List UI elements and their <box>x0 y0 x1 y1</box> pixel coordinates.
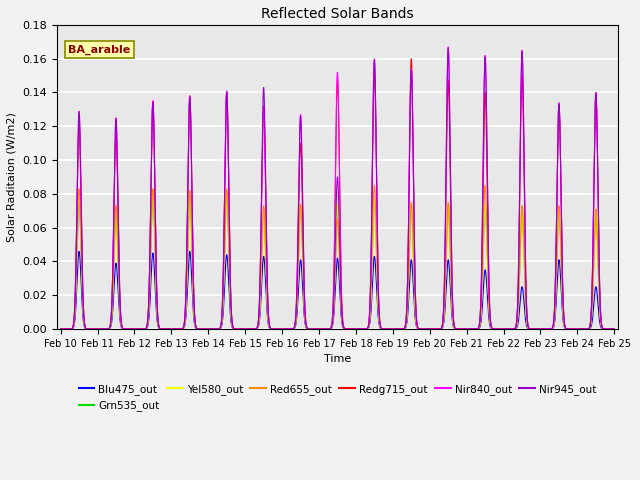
Blu475_out <box>500 326 508 332</box>
Grn535_out <box>157 326 164 332</box>
Red655_out <box>316 326 323 332</box>
Nir840_out <box>462 326 470 332</box>
Line: Grn535_out: Grn535_out <box>61 194 614 329</box>
Redg715_out <box>462 326 470 332</box>
Grn535_out <box>611 326 618 332</box>
Nir945_out <box>57 326 65 332</box>
Redg715_out <box>431 326 439 332</box>
Nir840_out <box>611 326 618 332</box>
Yel580_out <box>317 326 324 332</box>
Blu475_out <box>610 326 618 332</box>
Blu475_out <box>317 326 324 332</box>
Nir945_out <box>493 326 501 332</box>
Line: Red655_out: Red655_out <box>61 185 614 329</box>
Yel580_out <box>156 326 164 332</box>
Red655_out <box>462 326 470 332</box>
Line: Nir945_out: Nir945_out <box>61 48 614 329</box>
Redg715_out <box>278 326 286 332</box>
Redg715_out <box>156 326 164 332</box>
X-axis label: Time: Time <box>324 354 351 364</box>
Grn535_out <box>57 326 65 332</box>
Blu475_out <box>75 249 83 254</box>
Text: BA_arable: BA_arable <box>68 44 131 55</box>
Red655_out <box>431 326 439 332</box>
Grn535_out <box>149 191 157 197</box>
Line: Yel580_out: Yel580_out <box>61 191 614 329</box>
Line: Blu475_out: Blu475_out <box>61 252 614 329</box>
Blu475_out <box>431 326 439 332</box>
Nir945_out <box>431 326 439 332</box>
Yel580_out <box>493 326 501 332</box>
Nir945_out <box>611 326 618 332</box>
Red655_out <box>156 326 164 332</box>
Nir840_out <box>57 326 65 332</box>
Grn535_out <box>493 326 501 332</box>
Red655_out <box>57 326 65 332</box>
Redg715_out <box>610 326 618 332</box>
Nir945_out <box>156 326 164 332</box>
Yel580_out <box>461 326 469 332</box>
Grn535_out <box>431 326 439 332</box>
Blu475_out <box>461 326 469 332</box>
Nir945_out <box>316 326 323 332</box>
Red655_out <box>493 326 501 332</box>
Legend: Blu475_out, Grn535_out, Yel580_out, Red655_out, Redg715_out, Nir840_out, Nir945_: Blu475_out, Grn535_out, Yel580_out, Red6… <box>74 380 600 415</box>
Nir840_out <box>317 326 324 332</box>
Red655_out <box>611 326 618 332</box>
Red655_out <box>317 326 324 332</box>
Yel580_out <box>611 326 618 332</box>
Nir840_out <box>610 326 618 332</box>
Red655_out <box>371 182 378 188</box>
Nir945_out <box>462 326 470 332</box>
Nir840_out <box>156 326 164 332</box>
Yel580_out <box>610 326 618 332</box>
Title: Reflected Solar Bands: Reflected Solar Bands <box>261 7 414 21</box>
Blu475_out <box>57 326 65 332</box>
Redg715_out <box>57 326 65 332</box>
Nir840_out <box>431 326 439 332</box>
Nir840_out <box>93 326 101 332</box>
Nir840_out <box>444 44 452 50</box>
Line: Redg715_out: Redg715_out <box>61 59 614 329</box>
Grn535_out <box>317 326 325 332</box>
Line: Nir840_out: Nir840_out <box>61 47 614 329</box>
Redg715_out <box>493 326 501 332</box>
Blu475_out <box>156 326 164 332</box>
Yel580_out <box>75 188 83 193</box>
Nir945_out <box>317 326 324 332</box>
Grn535_out <box>610 326 618 332</box>
Nir945_out <box>444 46 452 51</box>
Yel580_out <box>573 326 581 332</box>
Blu475_out <box>493 326 501 332</box>
Yel580_out <box>431 326 439 332</box>
Grn535_out <box>93 326 101 332</box>
Blu475_out <box>611 326 618 332</box>
Nir840_out <box>493 326 501 332</box>
Redg715_out <box>611 326 618 332</box>
Yel580_out <box>57 326 65 332</box>
Red655_out <box>610 326 618 332</box>
Nir945_out <box>610 326 618 332</box>
Redg715_out <box>408 56 415 62</box>
Y-axis label: Solar Raditaion (W/m2): Solar Raditaion (W/m2) <box>7 112 17 242</box>
Redg715_out <box>317 326 324 332</box>
Grn535_out <box>462 326 470 332</box>
